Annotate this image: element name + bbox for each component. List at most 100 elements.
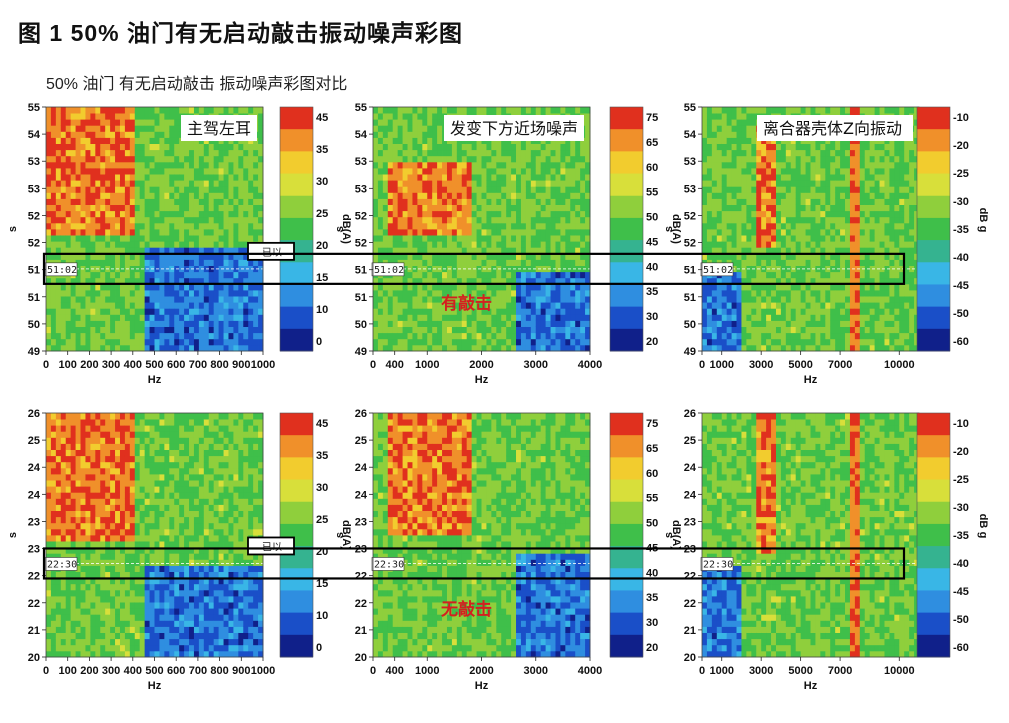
cursor-tag-box — [247, 241, 295, 261]
colorbar-segment — [917, 568, 950, 591]
colorbar-label: g — [977, 532, 989, 539]
colorbar-segment — [917, 435, 950, 458]
colorbar-tick-label: 35 — [316, 144, 328, 156]
x-tick-label: 3000 — [524, 665, 548, 677]
colorbar-segment — [610, 262, 643, 285]
colorbar-tick-label: 75 — [646, 418, 658, 430]
x-axis-label: Hz — [148, 680, 162, 692]
x-tick-label: 1000 — [709, 665, 733, 677]
colorbar-tick-label: -20 — [953, 446, 969, 458]
x-tick-label: 1000 — [415, 359, 439, 371]
y-tick-label: 22 — [684, 571, 696, 583]
y-axis-label: s — [663, 226, 675, 232]
colorbar-frame — [916, 412, 951, 658]
x-axis-label: Hz — [804, 680, 818, 692]
y-tick-label: 51 — [355, 292, 367, 304]
panel-label-box — [444, 115, 584, 141]
colorbar: -10 -20 -25 -30 -35 -40 -45 -50 -60 g dB — [916, 106, 989, 352]
y-tick-label: 52 — [355, 238, 367, 250]
colorbar-segment — [917, 479, 950, 503]
colorbar-segment — [917, 328, 950, 352]
y-tick-label: 49 — [684, 346, 696, 358]
colorbar-segment — [917, 151, 950, 175]
colorbar-frame — [279, 106, 314, 352]
colorbar-tick-label: 30 — [646, 311, 658, 323]
x-tick-label: 700 — [189, 359, 207, 371]
y-tick-label: 53 — [28, 156, 40, 168]
y-axis-label: s — [663, 532, 675, 538]
x-tick-label: 300 — [102, 359, 120, 371]
highlight-box-row-1 — [42, 252, 906, 285]
colorbar-segment — [610, 306, 643, 330]
x-tick-label: 400 — [386, 665, 404, 677]
y-tick-label: 49 — [28, 346, 40, 358]
heatmap-cells — [373, 107, 591, 352]
colorbar-segment — [280, 284, 313, 308]
x-tick-label: 800 — [210, 665, 228, 677]
colorbar-segment — [610, 435, 643, 458]
colorbar-tick-label: 60 — [646, 162, 658, 174]
colorbar-segment — [610, 107, 643, 130]
colorbar-tick-label: -40 — [953, 558, 969, 570]
colorbar-tick-label: 20 — [316, 240, 328, 252]
y-tick-label: 51 — [684, 265, 696, 277]
y-axis-label: s — [334, 226, 346, 232]
x-tick-label: 600 — [167, 359, 185, 371]
colorbar-tick-label: 20 — [646, 642, 658, 654]
colorbar-tick-label: 60 — [646, 468, 658, 480]
cursor-label-box — [371, 557, 405, 571]
colorbar-tick-label: 25 — [316, 514, 328, 526]
x-axis-label: Hz — [148, 374, 162, 386]
colorbar-segment — [610, 501, 643, 525]
colorbar-tick-label: 30 — [646, 617, 658, 629]
colorbar-segment — [917, 262, 950, 285]
colorbar-segment — [610, 173, 643, 197]
colorbar-tick-label: 0 — [316, 642, 322, 654]
y-tick-label: 22 — [28, 571, 40, 583]
colorbar-tick-label: -25 — [953, 474, 969, 486]
spectrogram-panel-3: 51:02 离合器壳体Z向振动 49 50 51 51 52 52 53 53 54 55 s 0 1000… — [663, 102, 989, 386]
y-tick-label: 52 — [28, 238, 40, 250]
colorbar-tick-label: -50 — [953, 614, 969, 626]
x-tick-label: 5000 — [788, 359, 812, 371]
colorbar-tick-label: -20 — [953, 140, 969, 152]
colorbar-segment — [917, 217, 950, 241]
cursor-tag-box — [247, 536, 295, 556]
colorbar-tick-label: -45 — [953, 586, 969, 598]
panel-label: 发变下方近场噪声 — [450, 119, 578, 138]
colorbar-frame — [916, 106, 951, 352]
cursor-label: 22:30 — [703, 559, 733, 570]
colorbar-label: g — [977, 226, 989, 233]
y-tick-label: 53 — [684, 183, 696, 195]
colorbar-tick-label: 50 — [646, 518, 658, 530]
colorbar-segment — [610, 568, 643, 591]
y-tick-label: 20 — [355, 652, 367, 664]
colorbar-tick-label: 10 — [316, 610, 328, 622]
y-tick-label: 22 — [28, 598, 40, 610]
cursor-label: 22:30 — [374, 559, 404, 570]
colorbar: 75 65 60 55 50 45 40 35 30 20 dB(A) — [609, 106, 682, 352]
colorbar-segment — [610, 612, 643, 636]
panel-label: 离合器壳体Z向振动 — [763, 119, 902, 138]
x-tick-label: 500 — [145, 359, 163, 371]
x-tick-label: 7000 — [828, 359, 852, 371]
y-tick-label: 24 — [684, 462, 697, 474]
x-tick-label: 400 — [124, 665, 142, 677]
x-tick-label: 0 — [43, 665, 49, 677]
colorbar-frame — [279, 412, 314, 658]
colorbar-tick-label: 45 — [646, 236, 658, 248]
colorbar-segment — [280, 328, 313, 352]
heatmap-cells — [702, 413, 920, 658]
x-tick-label: 800 — [210, 359, 228, 371]
colorbar-segment — [280, 479, 313, 503]
heatmap-cells — [373, 413, 591, 658]
x-tick-label: 0 — [43, 359, 49, 371]
colorbar-segment — [280, 612, 313, 636]
colorbar-segment — [280, 151, 313, 175]
colorbar-segment — [280, 501, 313, 525]
y-tick-label: 50 — [684, 319, 696, 331]
colorbar-segment — [610, 284, 643, 308]
